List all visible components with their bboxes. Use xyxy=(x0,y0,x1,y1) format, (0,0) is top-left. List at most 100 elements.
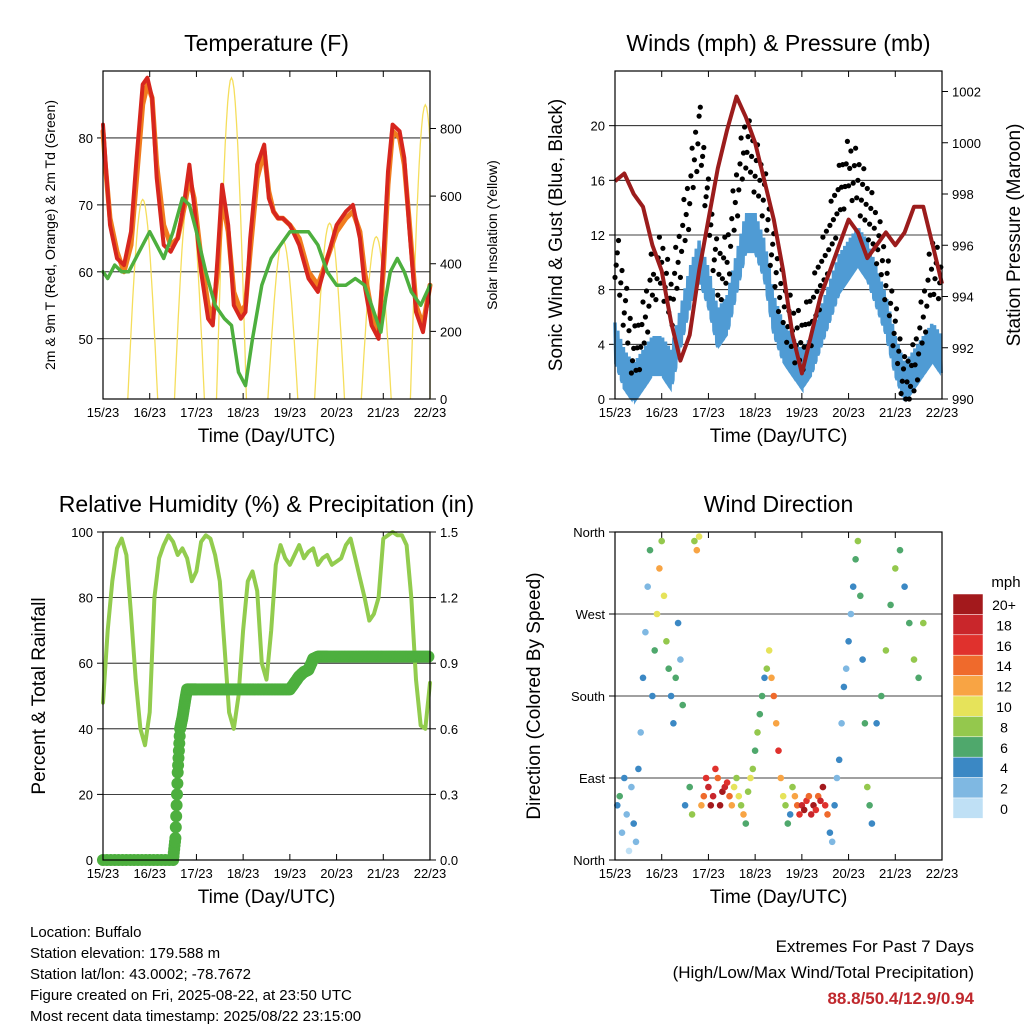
direction-point xyxy=(733,774,740,782)
gust-point xyxy=(861,166,867,172)
y-tick-label: 16 xyxy=(591,173,605,188)
direction-point xyxy=(695,533,703,540)
gust-point xyxy=(891,330,897,336)
extremes-block: Extremes For Past 7 Days (High/Low/Max W… xyxy=(673,934,974,1012)
y-tick-label: 60 xyxy=(79,656,93,671)
gust-point xyxy=(621,310,627,316)
gust-point xyxy=(689,145,695,151)
gust-point xyxy=(768,252,775,258)
gust-point xyxy=(862,217,868,223)
precip-point xyxy=(170,810,183,823)
gust-point xyxy=(730,188,736,194)
gust-point xyxy=(686,226,692,233)
gust-point xyxy=(695,141,701,147)
gust-point xyxy=(925,277,931,283)
gust-point xyxy=(642,314,649,320)
gust-point xyxy=(613,262,619,268)
direction-point xyxy=(635,765,642,773)
gust-point xyxy=(617,292,623,298)
gust-point xyxy=(860,181,866,187)
relative-humidity-line xyxy=(101,530,432,748)
gust-point xyxy=(742,124,748,130)
direction-point xyxy=(698,802,705,809)
gust-point xyxy=(673,244,679,250)
gust-point xyxy=(728,243,734,249)
direction-point xyxy=(847,610,855,618)
pressure-line xyxy=(613,94,944,376)
direction-point xyxy=(618,829,626,836)
y-tick-label: 50 xyxy=(79,332,93,347)
gust-point xyxy=(826,247,832,253)
gust-point xyxy=(850,180,856,186)
direction-point xyxy=(896,546,904,554)
gust-point xyxy=(723,280,729,286)
gust-point xyxy=(676,233,682,239)
gust-point xyxy=(772,284,778,290)
legend-label: 20+ xyxy=(992,597,1016,613)
x-tick-label: 16/23 xyxy=(645,866,678,881)
y-axis-label: 2m & 9m T (Red, Orange) & 2m Td (Green) xyxy=(42,100,58,370)
gust-point xyxy=(784,339,790,345)
gust-point xyxy=(701,144,707,151)
y2-tick-label: 0.0 xyxy=(440,853,458,868)
gust-point xyxy=(628,370,635,376)
gust-point xyxy=(711,257,717,263)
y2-axis-label: Solar Insolation (Yellow) xyxy=(484,160,500,310)
gust-point xyxy=(775,308,782,315)
y2-tick-label: 994 xyxy=(952,290,974,305)
recent-timestamp-text: Most recent data timestamp: 2025/08/22 2… xyxy=(30,1008,362,1025)
y-tick-label: 4 xyxy=(598,337,605,352)
direction-point xyxy=(817,797,824,805)
gust-point xyxy=(910,342,916,348)
gust-point xyxy=(712,246,719,252)
y2-axis-label: Station Pressure (Maroon) xyxy=(1004,124,1024,347)
gust-point xyxy=(879,258,886,264)
y2-tick-label: 992 xyxy=(952,341,974,356)
gust-point xyxy=(643,288,650,294)
gust-point xyxy=(817,283,824,289)
y2-tick-label: 1.5 xyxy=(440,525,458,540)
y2-tick-label: 990 xyxy=(952,392,974,407)
gust-point xyxy=(615,237,622,244)
gust-point xyxy=(751,189,757,195)
direction-point xyxy=(824,811,831,818)
gust-point xyxy=(883,283,889,289)
direction-point xyxy=(852,556,859,563)
chart-title: Temperature (F) xyxy=(184,30,349,56)
y-tick-label: 60 xyxy=(79,265,93,280)
x-tick-label: 22/23 xyxy=(926,866,959,881)
direction-point xyxy=(744,788,752,795)
elevation-text: Station elevation: 179.588 m xyxy=(30,945,221,962)
gust-point xyxy=(931,291,937,297)
gust-point xyxy=(660,245,666,251)
gust-point xyxy=(882,297,888,303)
precip-point xyxy=(422,650,435,663)
gust-point xyxy=(756,193,762,199)
gust-point xyxy=(724,259,730,265)
x-tick-label: 19/23 xyxy=(274,405,307,420)
gust-point xyxy=(823,228,830,234)
gust-point xyxy=(718,297,724,303)
gust-point xyxy=(739,176,745,182)
gust-point xyxy=(653,297,659,303)
direction-point xyxy=(826,829,834,836)
precip-point xyxy=(169,832,182,845)
gust-point xyxy=(812,270,818,276)
x-tick-label: 19/23 xyxy=(274,866,307,881)
direction-point xyxy=(849,583,857,590)
gust-point xyxy=(902,354,908,360)
direction-point xyxy=(670,720,677,727)
gust-point xyxy=(654,276,660,282)
legend-title: mph xyxy=(991,574,1020,591)
legend-label: 14 xyxy=(996,658,1012,674)
y-tick-label: South xyxy=(571,689,605,704)
direction-point xyxy=(796,811,803,818)
gust-point xyxy=(684,185,691,192)
gust-point xyxy=(867,221,873,227)
direction-point xyxy=(663,638,670,645)
gust-point xyxy=(822,252,828,259)
gust-point xyxy=(743,165,749,171)
y2-tick-label: 0.9 xyxy=(440,656,458,671)
gust-point xyxy=(696,113,702,119)
gust-point xyxy=(683,211,689,218)
